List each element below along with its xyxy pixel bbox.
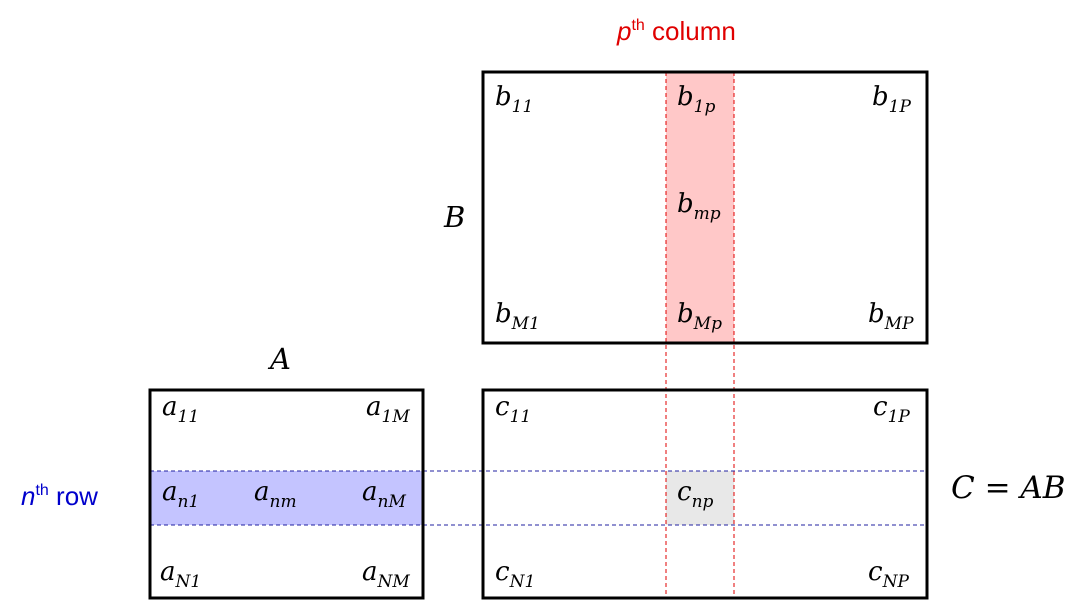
c-1P: c1P (873, 392, 910, 427)
matrix-a-name: A (267, 342, 291, 376)
result-cell-highlight (666, 471, 734, 525)
b-11: b11 (495, 82, 533, 117)
a-n1: an1 (162, 477, 199, 512)
c-NP: cNP (868, 557, 909, 592)
b-M1: bM1 (495, 299, 540, 334)
matrix-b-name: B (443, 200, 465, 234)
c-np: cnp (677, 477, 714, 512)
matrix-c-box (481, 388, 929, 600)
a-nm: anm (254, 477, 297, 512)
row-guides (150, 470, 926, 526)
column-label: pth column (616, 16, 736, 46)
row-highlight (150, 471, 423, 525)
matrix-a-box (148, 388, 425, 600)
row-label: nth row (21, 481, 98, 511)
a-11: a11 (162, 392, 199, 427)
c-N1: cN1 (495, 557, 535, 592)
a-1M: a1M (366, 392, 410, 427)
equation: C = AB (951, 470, 1066, 506)
c-11: c11 (495, 392, 531, 427)
b-MP: bMP (868, 299, 914, 334)
column-highlight (666, 72, 734, 343)
matrix-b-box (481, 70, 929, 345)
column-guides (665, 72, 735, 598)
b-1p: b1p (677, 82, 715, 117)
b-mp: bmp (677, 189, 721, 224)
a-N1: aN1 (160, 557, 201, 592)
b-Mp: bMp (677, 299, 722, 334)
b-1P: b1P (872, 82, 911, 117)
a-NM: aNM (362, 557, 410, 592)
a-nM: anM (362, 477, 406, 512)
